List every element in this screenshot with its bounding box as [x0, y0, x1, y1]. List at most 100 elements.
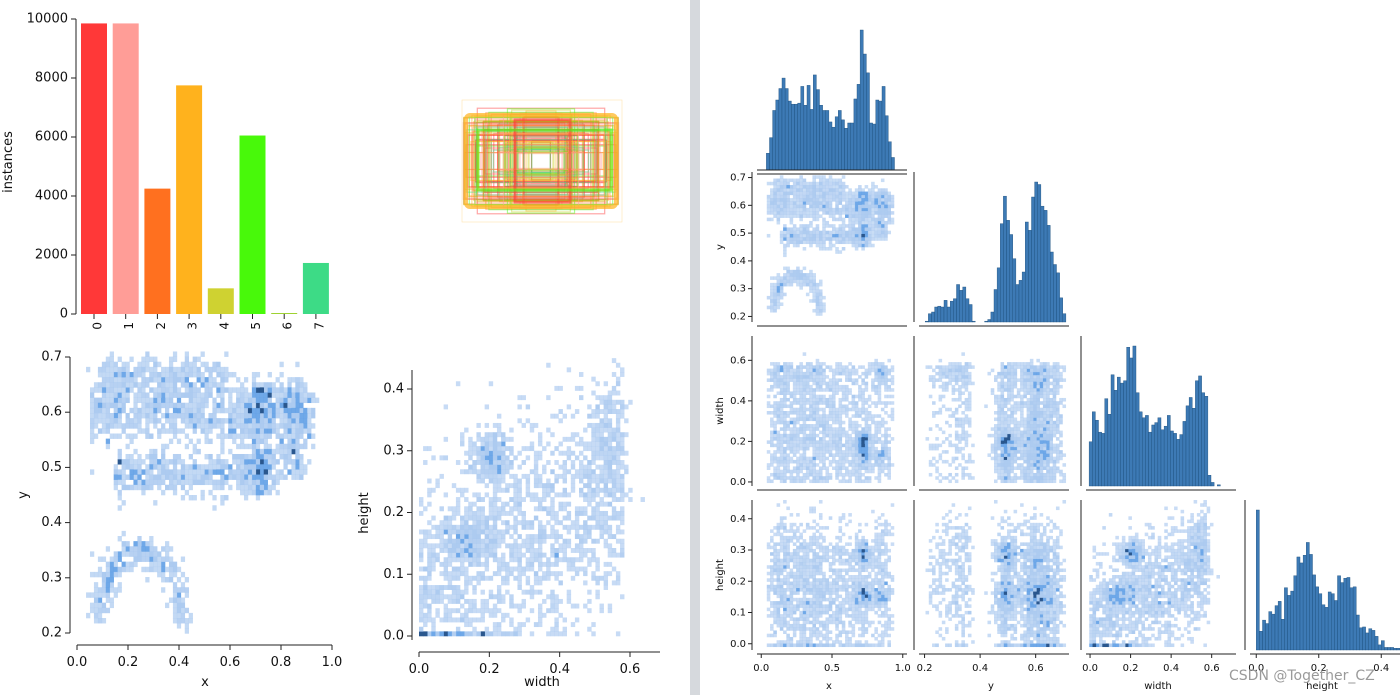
- heat-cell: [423, 594, 428, 600]
- heat-cell: [595, 422, 600, 428]
- heat-cell: [468, 441, 473, 447]
- heat-cell: [574, 534, 580, 540]
- heat-cell: [792, 424, 797, 428]
- heat-cell: [153, 377, 158, 383]
- heat-cell: [841, 430, 846, 435]
- heat-cell: [224, 495, 229, 501]
- heat-cell: [101, 418, 107, 424]
- heat-cell: [472, 501, 477, 507]
- heat-cell: [861, 365, 865, 369]
- heat-cell: [554, 473, 559, 479]
- heat-cell: [620, 460, 625, 465]
- heat-cell: [566, 515, 572, 521]
- heat-cell: [805, 227, 810, 231]
- heat-cell: [818, 446, 823, 451]
- heat-cell: [492, 497, 498, 502]
- heat-cell: [232, 407, 237, 414]
- heat-cell: [861, 433, 865, 438]
- heat-cell: [200, 392, 205, 398]
- heat-cell: [267, 407, 272, 414]
- heat-cell: [851, 214, 856, 218]
- heat-cell: [796, 178, 800, 183]
- heat-cell: [574, 506, 580, 512]
- heat-cell: [822, 233, 826, 238]
- heat-cell: [291, 474, 296, 480]
- heat-cell: [766, 440, 771, 444]
- heat-cell: [805, 476, 810, 480]
- heat-cell: [809, 269, 813, 274]
- heat-cell: [825, 479, 830, 484]
- heat-cell: [841, 237, 846, 241]
- heat-cell: [624, 432, 629, 438]
- heat-cell: [283, 448, 288, 455]
- heat-cell: [583, 603, 588, 609]
- heat-cell: [864, 446, 869, 451]
- heat-cell: [133, 392, 138, 398]
- heat-cell: [133, 469, 138, 475]
- heat-cell: [275, 489, 280, 496]
- heat-cell: [783, 394, 787, 399]
- heat-cell: [587, 501, 592, 507]
- heat-cell: [792, 230, 797, 235]
- heat-cell: [776, 194, 781, 199]
- heat-cell: [864, 476, 869, 480]
- heat-cell: [492, 446, 498, 452]
- heat-cell: [861, 243, 865, 248]
- heat-cell: [275, 412, 280, 419]
- heat-cell: [97, 587, 103, 593]
- heat-cell: [212, 469, 217, 475]
- heat-cell: [796, 476, 800, 480]
- heat-cell: [1033, 443, 1037, 448]
- heat-cell: [861, 201, 865, 205]
- heat-cell: [818, 194, 823, 199]
- y-tick-label: 0.4: [730, 256, 746, 267]
- heat-cell: [1042, 440, 1047, 444]
- hist-bar: [1003, 195, 1007, 323]
- heat-cell: [832, 401, 836, 405]
- heat-cell: [496, 534, 502, 540]
- heat-cell: [533, 548, 539, 553]
- heat-cell: [275, 448, 280, 455]
- heat-cell: [779, 411, 784, 415]
- heat-cell: [447, 617, 453, 623]
- heat-cell: [776, 384, 781, 389]
- heat-cell: [427, 478, 432, 484]
- heat-cell: [779, 198, 784, 202]
- heat-cell: [874, 365, 878, 369]
- heat-cell: [1033, 427, 1037, 431]
- heat-cell: [809, 220, 813, 225]
- heat-cell: [501, 455, 506, 461]
- heat-cell: [267, 443, 272, 450]
- x-tick-label: 0.0: [67, 655, 88, 670]
- y-tick-label: 0.2: [730, 311, 746, 322]
- heat-cell: [451, 589, 457, 595]
- heat-cell: [558, 612, 563, 618]
- heat-cell: [805, 191, 810, 196]
- heat-cell: [476, 492, 481, 498]
- y-tick-label: 4000: [35, 189, 68, 204]
- heat-cell: [562, 543, 567, 549]
- heat-cell: [517, 603, 522, 609]
- heat-cell: [574, 473, 580, 479]
- hist-bar: [940, 306, 945, 323]
- heat-cell: [1016, 420, 1021, 425]
- heat-cell: [828, 384, 833, 389]
- heat-cell: [105, 412, 111, 419]
- heat-cell: [796, 185, 800, 189]
- heat-cell: [505, 524, 510, 530]
- heat-cell: [1036, 414, 1040, 418]
- heat-cell: [884, 472, 888, 477]
- heat-cell: [779, 237, 784, 241]
- heat-cell: [845, 214, 849, 218]
- heat-cell: [766, 450, 771, 454]
- heat-cell: [488, 575, 494, 581]
- heat-cell: [615, 483, 621, 489]
- heat-cell: [566, 598, 572, 604]
- heat-cell: [835, 240, 839, 245]
- heat-cell: [125, 377, 130, 383]
- heat-cell: [165, 459, 170, 465]
- heat-cell: [468, 436, 473, 442]
- heat-cell: [168, 392, 174, 398]
- heat-cell: [240, 438, 245, 445]
- heat-cell: [779, 381, 784, 386]
